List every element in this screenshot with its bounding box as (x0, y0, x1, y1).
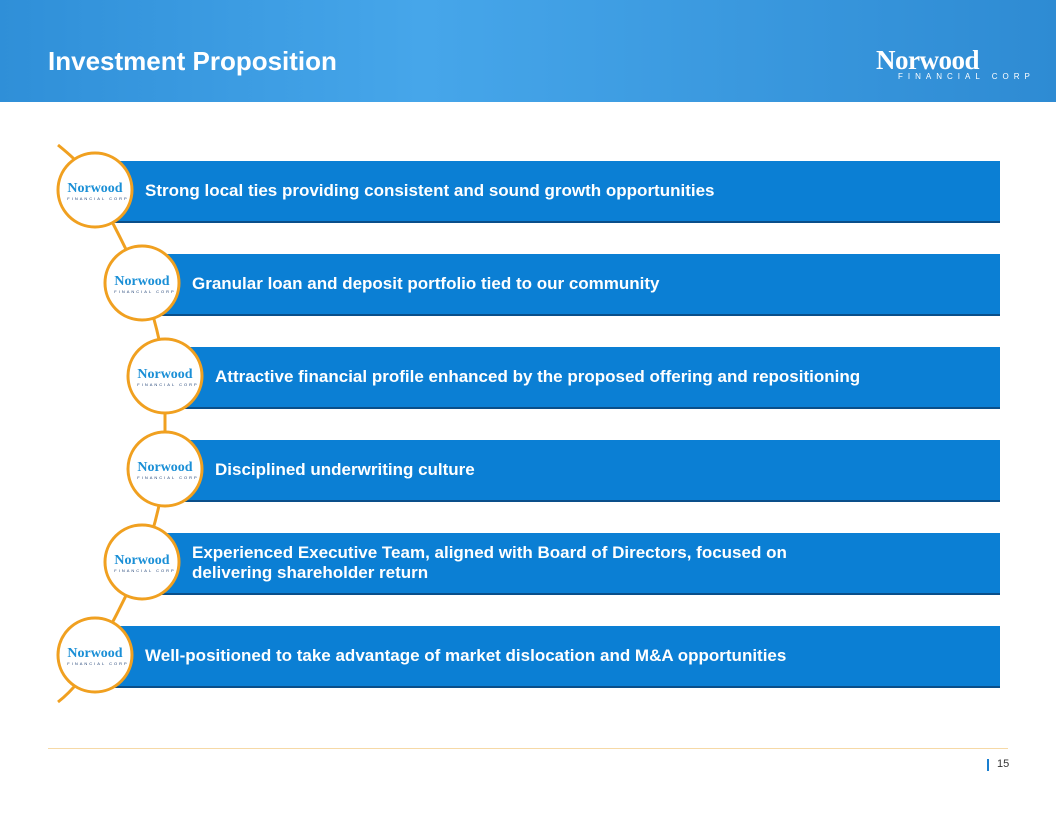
badge (56, 151, 134, 229)
item-text: Well-positioned to take advantage of mar… (145, 646, 787, 665)
footer-separator (987, 759, 989, 771)
slide-title: Investment Proposition (48, 46, 337, 76)
badge-logo-tagline: FINANCIAL CORP (137, 382, 198, 387)
badge-logo-tagline: FINANCIAL CORP (67, 196, 128, 201)
badge-logo-name: Norwood (67, 646, 122, 661)
badge-logo-name: Norwood (137, 367, 192, 382)
badge-logo-name: Norwood (114, 274, 169, 289)
badge-logo-tagline: FINANCIAL CORP (114, 568, 175, 573)
logo-tagline: FINANCIAL CORP (898, 72, 1035, 81)
badge (126, 430, 204, 508)
badge (103, 244, 181, 322)
badge (56, 616, 134, 694)
item-text: Experienced Executive Team, aligned with… (192, 543, 787, 582)
header-logo: Norwood FINANCIAL CORP (876, 45, 1035, 82)
badge (126, 337, 204, 415)
item-bar: Experienced Executive Team, aligned with… (157, 533, 1000, 595)
badge-logo-name: Norwood (114, 553, 169, 568)
item-text: Strong local ties providing consistent a… (145, 181, 715, 200)
page-number: 15 (997, 758, 1010, 770)
item-text: Granular loan and deposit portfolio tied… (192, 274, 660, 293)
item-bar: Well-positioned to take advantage of mar… (110, 626, 1000, 688)
header-band: Investment Proposition Norwood FINANCIAL… (0, 0, 1056, 102)
badge-logo-tagline: FINANCIAL CORP (137, 475, 198, 480)
item-bar: Attractive financial profile enhanced by… (180, 347, 1000, 409)
logo-name: Norwood (876, 45, 979, 75)
item-text: Attractive financial profile enhanced by… (215, 367, 861, 386)
footer-rule (48, 748, 1008, 749)
badge-logo-name: Norwood (67, 181, 122, 196)
badge (103, 523, 181, 601)
item-bar: Strong local ties providing consistent a… (110, 161, 1000, 223)
badge-logo-tagline: FINANCIAL CORP (114, 289, 175, 294)
item-bar: Disciplined underwriting culture (180, 440, 1000, 502)
item-text: Disciplined underwriting culture (215, 460, 475, 479)
item-bar: Granular loan and deposit portfolio tied… (157, 254, 1000, 316)
badge-logo-name: Norwood (137, 460, 192, 475)
badge-logo-tagline: FINANCIAL CORP (67, 661, 128, 666)
